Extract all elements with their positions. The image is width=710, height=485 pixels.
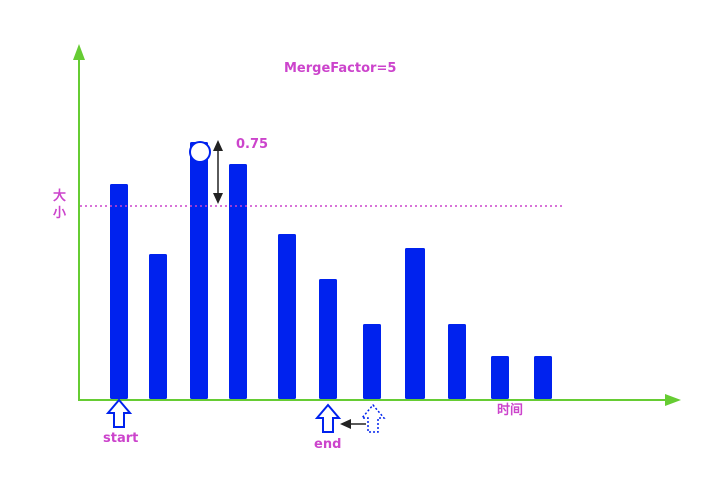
next-up-arrow-dotted-icon xyxy=(360,403,386,433)
bar-10 xyxy=(491,356,509,399)
bar-1 xyxy=(110,184,128,399)
bar-11 xyxy=(534,356,552,399)
axes xyxy=(73,44,681,406)
end-label: end xyxy=(314,437,341,452)
bar-6 xyxy=(319,279,337,399)
bar-series xyxy=(110,142,552,399)
start-label: start xyxy=(103,431,138,446)
bar-3 xyxy=(190,142,208,399)
left-arrow-icon xyxy=(340,419,366,429)
x-axis-arrowhead xyxy=(665,394,681,406)
bar-4 xyxy=(229,164,247,399)
bar-8 xyxy=(405,248,425,399)
merge-factor-title: MergeFactor=5 xyxy=(284,61,396,76)
threshold-value-label: 0.75 xyxy=(236,137,268,152)
double-arrow-icon xyxy=(213,140,223,204)
start-up-arrow-icon xyxy=(105,398,133,428)
bar-5 xyxy=(278,234,296,399)
bar-9 xyxy=(448,324,466,399)
x-axis-label: 时间 xyxy=(497,402,523,418)
circle-icon xyxy=(189,141,211,163)
y-axis-label-char-1: 大 xyxy=(53,188,66,204)
bar-2 xyxy=(149,254,167,399)
bar-7 xyxy=(363,324,381,399)
end-up-arrow-icon xyxy=(314,403,342,433)
y-axis-label-char-2: 小 xyxy=(53,206,66,221)
y-axis-arrowhead xyxy=(73,44,85,60)
